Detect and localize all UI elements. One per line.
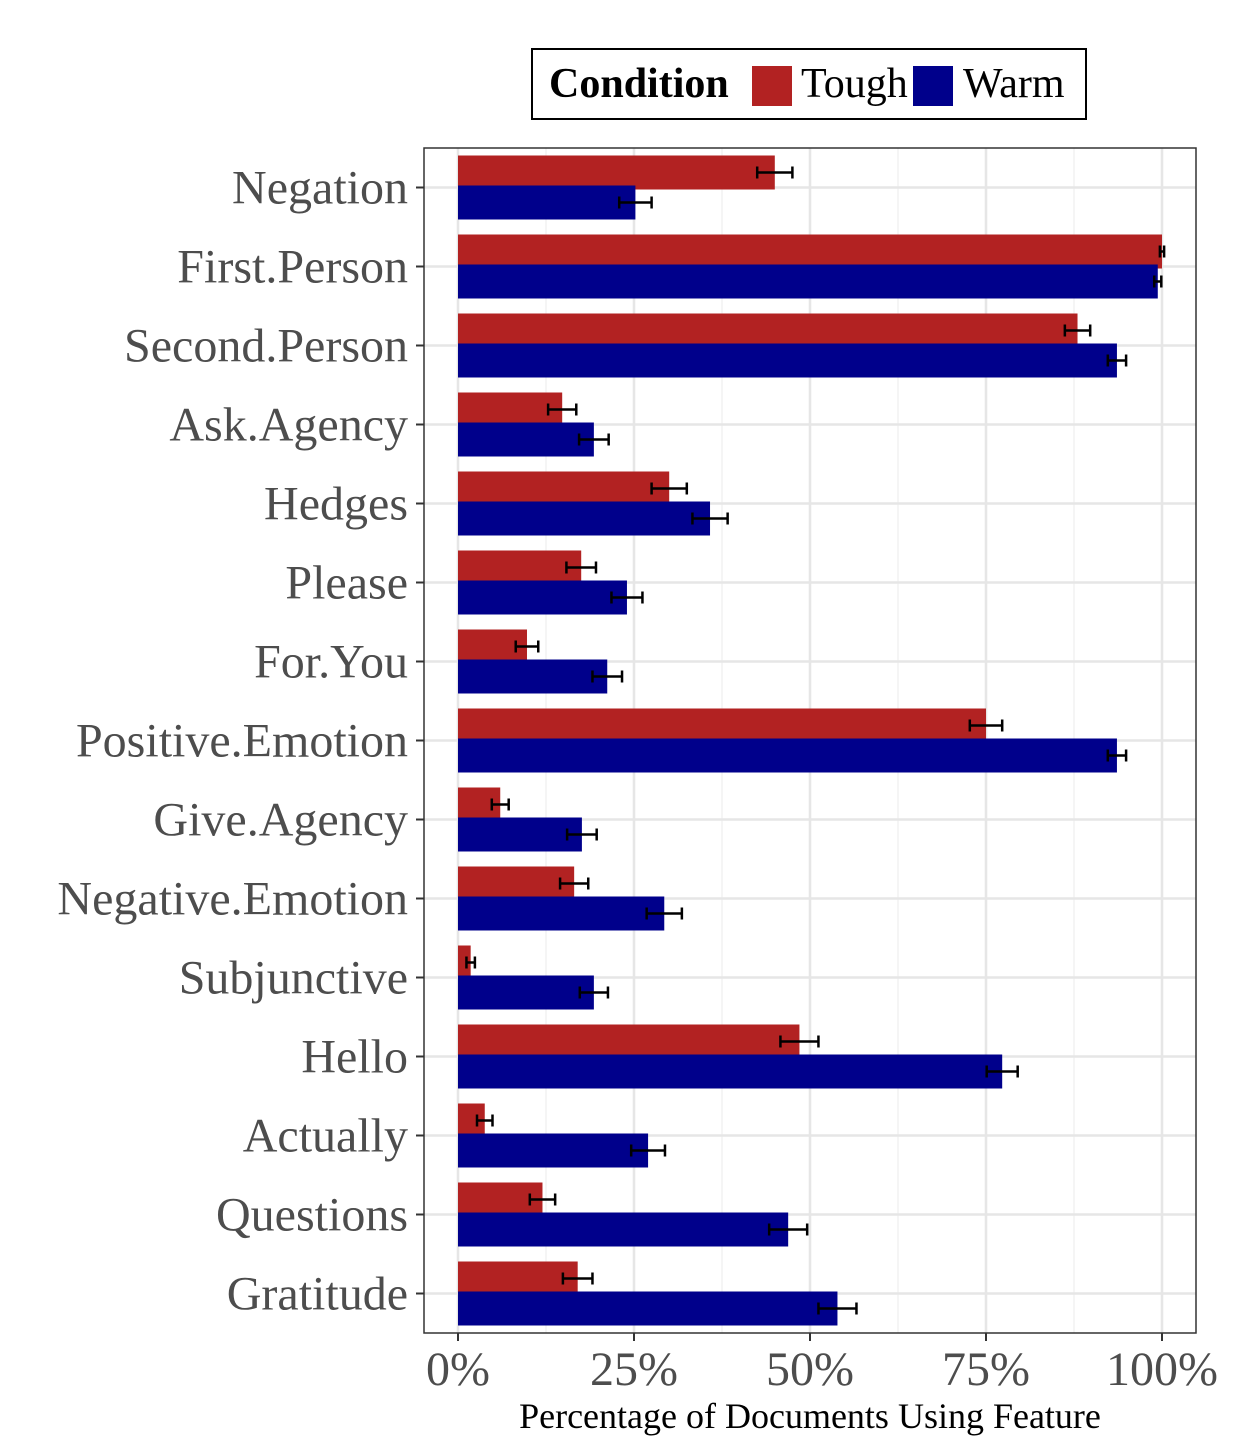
error-bar-tough <box>1063 324 1092 337</box>
legend-title: Condition <box>549 61 729 107</box>
y-tick-label: Give.Agency <box>153 794 408 847</box>
bar-tough <box>458 1024 800 1059</box>
y-tick-label: First.Person <box>177 241 408 294</box>
y-tick-label: Negation <box>232 162 408 215</box>
error-bar-warm <box>1106 749 1128 762</box>
bar-warm <box>458 422 594 457</box>
bar-warm <box>458 1054 1003 1089</box>
error-bar-warm <box>645 907 684 920</box>
bars <box>458 155 1162 1326</box>
bar-tough <box>458 866 575 901</box>
legend-label-warm: Warm <box>963 61 1065 107</box>
error-bar-tough <box>755 166 794 179</box>
error-bar-tough <box>475 1114 494 1127</box>
error-bar-tough <box>465 956 477 969</box>
y-tick-label: Please <box>285 557 408 610</box>
x-axis-title: Percentage of Documents Using Feature <box>519 1396 1101 1436</box>
error-bar-tough <box>779 1035 820 1048</box>
bar-warm <box>458 343 1117 378</box>
y-tick-label: Negative.Emotion <box>57 873 408 926</box>
bar-warm <box>458 738 1117 773</box>
bar-warm <box>458 659 608 694</box>
error-bar-warm <box>1153 275 1163 288</box>
error-bar-warm <box>767 1223 809 1236</box>
bar-tough <box>458 550 582 585</box>
error-bar-tough <box>561 1272 594 1285</box>
error-bar-warm <box>591 670 624 683</box>
legend-key-tough <box>752 66 792 106</box>
y-tick-label: Hello <box>301 1031 408 1084</box>
bar-warm <box>458 817 582 852</box>
error-bar-tough <box>514 640 540 653</box>
legend-key-warm <box>913 66 953 106</box>
bar-tough <box>458 234 1162 269</box>
bar-tough <box>458 945 471 980</box>
error-bar-warm <box>1106 354 1128 367</box>
bar-tough <box>458 471 670 506</box>
y-tick-label: Subjunctive <box>179 952 408 1005</box>
x-tick-label: 100% <box>1106 1343 1218 1396</box>
bar-tough <box>458 155 775 190</box>
bar-tough <box>458 313 1078 348</box>
error-bar-warm <box>617 196 653 209</box>
legend: Condition Tough Warm <box>531 48 1087 120</box>
bar-tough <box>458 708 986 743</box>
error-bar-tough <box>558 877 590 890</box>
bar-warm <box>458 185 636 220</box>
bar-warm <box>458 580 627 615</box>
bar-tough <box>458 392 563 427</box>
y-tick-label: Gratitude <box>227 1268 408 1321</box>
error-bar-warm <box>691 512 729 525</box>
error-bar-tough <box>650 482 689 495</box>
x-tick-label: 25% <box>590 1343 678 1396</box>
bar-tough <box>458 1261 578 1296</box>
bar-warm <box>458 501 711 536</box>
error-bar-warm <box>578 986 610 999</box>
error-bar-tough <box>546 403 578 416</box>
error-bar-warm <box>629 1144 667 1157</box>
legend-label-tough: Tough <box>801 61 908 107</box>
bar-warm <box>458 896 665 931</box>
error-bar-warm <box>985 1065 1019 1078</box>
error-bar-tough <box>968 719 1004 732</box>
error-bar-warm <box>565 828 598 841</box>
y-tick-label: Hedges <box>264 478 408 531</box>
bar-warm <box>458 975 594 1010</box>
error-bar-warm <box>817 1302 858 1315</box>
error-bar-tough <box>565 561 598 574</box>
axes: Negation First.Person Second.Person Ask.Age… <box>57 162 1218 1397</box>
error-bar-warm <box>610 591 644 604</box>
bar-warm <box>458 1291 838 1326</box>
y-tick-label: Actually <box>243 1110 408 1163</box>
error-bar-warm <box>577 433 610 446</box>
bar-warm <box>458 1133 649 1168</box>
y-tick-label: Ask.Agency <box>169 399 408 452</box>
y-tick-label: Questions <box>216 1189 408 1242</box>
bar-warm <box>458 1212 789 1247</box>
y-tick-label: Second.Person <box>124 320 408 373</box>
error-bar-tough <box>490 798 510 811</box>
y-tick-label: For.You <box>254 636 408 689</box>
bar-tough <box>458 1182 543 1217</box>
x-tick-label: 50% <box>766 1343 854 1396</box>
error-bar-tough <box>1158 245 1166 258</box>
error-bars <box>465 166 1166 1315</box>
y-tick-label: Positive.Emotion <box>76 715 408 768</box>
bar-warm <box>458 264 1158 299</box>
x-tick-label: 75% <box>942 1343 1030 1396</box>
error-bar-tough <box>528 1193 557 1206</box>
x-tick-label: 0% <box>426 1343 490 1396</box>
